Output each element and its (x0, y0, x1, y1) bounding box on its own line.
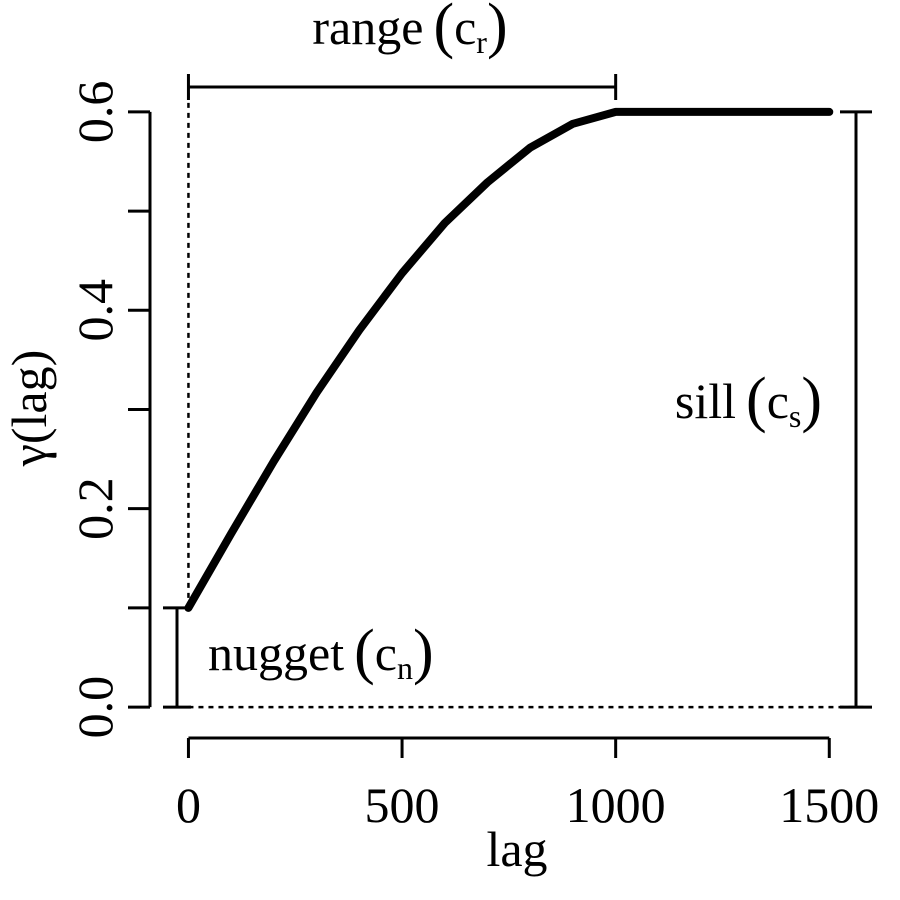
x-tick-label: 500 (365, 777, 440, 833)
x-tick-label: 1000 (566, 777, 666, 833)
x-tick-label: 0 (176, 777, 201, 833)
axes: 0 500 1000 1500 0.0 0.2 0.4 0.6 (67, 81, 879, 833)
nugget-annotation: nugget (cn) (208, 618, 434, 686)
guide-lines (163, 74, 872, 709)
y-tick-label: 0.4 (67, 279, 123, 342)
x-tick-label: 1500 (779, 777, 879, 833)
y-tick-label: 0.2 (67, 477, 123, 540)
x-axis-title: lag (486, 821, 547, 877)
y-tick-label: 0.0 (67, 676, 123, 739)
variogram-curve (184, 107, 834, 612)
y-axis-title: γ(lag) (1, 350, 57, 467)
sill-annotation: sill (cs) (675, 366, 822, 434)
range-annotation: range (cr) (312, 0, 507, 60)
series-layer (184, 107, 834, 612)
y-tick-label: 0.6 (67, 81, 123, 144)
